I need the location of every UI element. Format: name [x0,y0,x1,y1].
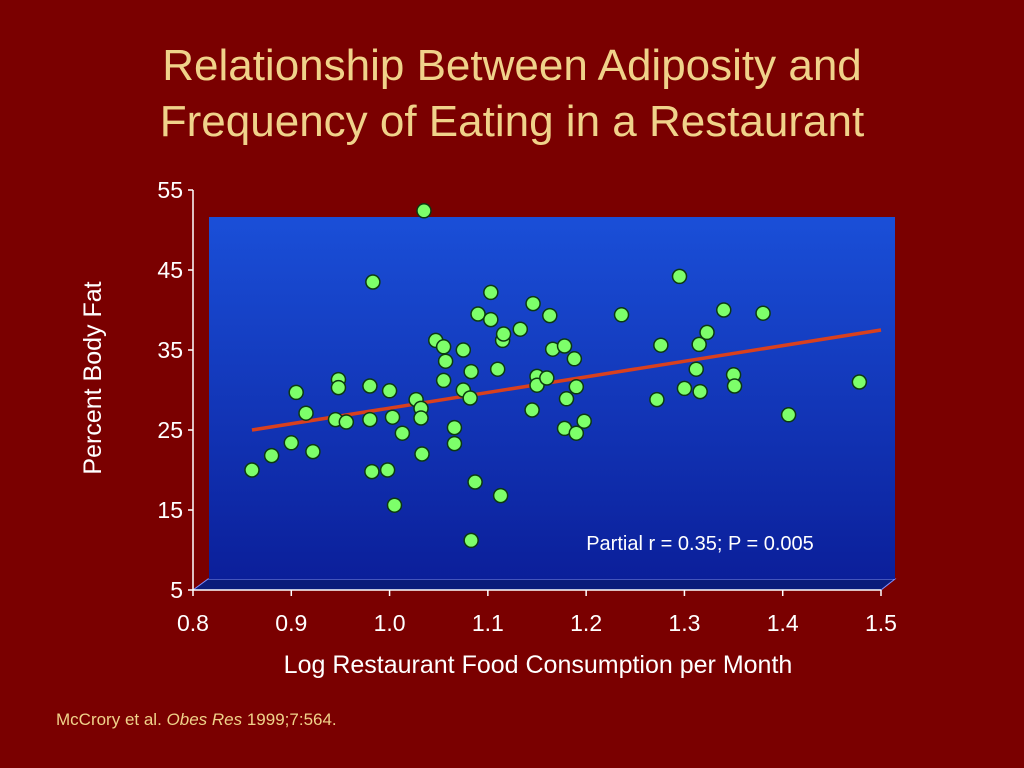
x-ticks: 0.8 0.9 1.0 1.1 1.2 1.3 1.4 1.5 [177,590,897,636]
data-point [489,361,506,377]
data-point [524,402,540,418]
data-point [568,379,585,395]
y-ticks: 5 15 25 35 45 55 [157,177,193,603]
data-point [394,425,411,441]
data-point [463,532,479,549]
data-point [386,497,403,513]
data-point [688,361,704,377]
title-line-1: Relationship Between Adiposity and [162,41,862,90]
y-axis-label: Percent Body Fat [79,281,107,474]
data-point [512,321,529,337]
data-point [362,378,378,394]
data-point [283,435,300,451]
data-point [649,391,665,408]
data-point [384,409,401,425]
data-point [437,353,454,369]
data-point [288,384,304,401]
data-point [305,443,321,460]
data-point [362,411,378,428]
y-tick-label: 15 [157,497,183,523]
x-tick-label: 1.1 [472,610,504,636]
data-point [566,351,583,367]
data-point [671,268,688,285]
data-point [495,326,512,342]
data-point [576,413,592,429]
data-point [699,324,715,341]
data-point [483,284,499,301]
data-point [613,307,630,323]
y-tick-label: 25 [157,417,183,443]
data-point [414,446,430,462]
data-point [379,462,396,478]
y-tick-label: 35 [157,337,183,363]
data-point [780,407,797,423]
data-point [653,337,669,353]
data-point [467,474,483,490]
data-point [455,342,472,358]
annotation-text: Partial r = 0.35; P = 0.005 [586,533,814,555]
data-point [539,370,555,386]
x-tick-label: 0.9 [275,610,307,636]
data-point [851,374,868,390]
data-point [435,372,452,389]
data-point [330,379,347,396]
data-point [542,307,558,324]
x-tick-label: 1.3 [668,610,700,636]
x-tick-label: 1.4 [767,610,799,636]
data-point [691,336,707,353]
x-tick-label: 0.8 [177,610,209,636]
x-tick-label: 1.2 [570,610,602,636]
citation-ref: 1999;7:564. [242,710,337,729]
citation-journal: Obes Res [166,710,243,729]
y-tick-label: 45 [157,257,183,283]
y-tick-label: 5 [170,577,183,603]
data-point [556,338,573,354]
data-point [525,295,541,312]
data-point [381,383,398,399]
title-line-2: Frequency of Eating in a Restaurant [159,97,865,146]
data-point [568,425,585,441]
x-axis-label: Log Restaurant Food Consumption per Mont… [284,651,793,679]
data-point [558,391,575,407]
data-point [676,380,693,397]
data-point [755,305,771,321]
data-point [338,414,355,430]
data-point [692,383,708,400]
data-point [446,435,463,452]
plot-floor [191,578,897,591]
data-point [413,410,429,426]
data-point [298,405,314,421]
citation-authors: McCrory et al. [56,710,167,729]
data-point [715,302,732,318]
citation: McCrory et al. Obes Res 1999;7:564. [56,710,337,730]
data-point [483,311,499,328]
regression-line [251,328,882,432]
data-point [463,363,479,380]
data-point [365,274,381,290]
data-point [416,203,432,219]
data-point [492,487,509,504]
data-point [470,306,486,322]
data-points [244,203,868,549]
data-point [244,462,260,478]
data-point [263,447,280,464]
y-tick-label: 55 [157,177,183,203]
data-point [462,390,478,406]
slide-title: Relationship Between Adiposity and Frequ… [0,38,1024,150]
data-point [446,419,463,436]
data-point [364,463,380,480]
data-point [435,339,452,355]
plot-area [209,217,895,579]
data-point [726,378,743,394]
x-tick-label: 1.0 [374,610,406,636]
x-tick-label: 1.5 [865,610,897,636]
